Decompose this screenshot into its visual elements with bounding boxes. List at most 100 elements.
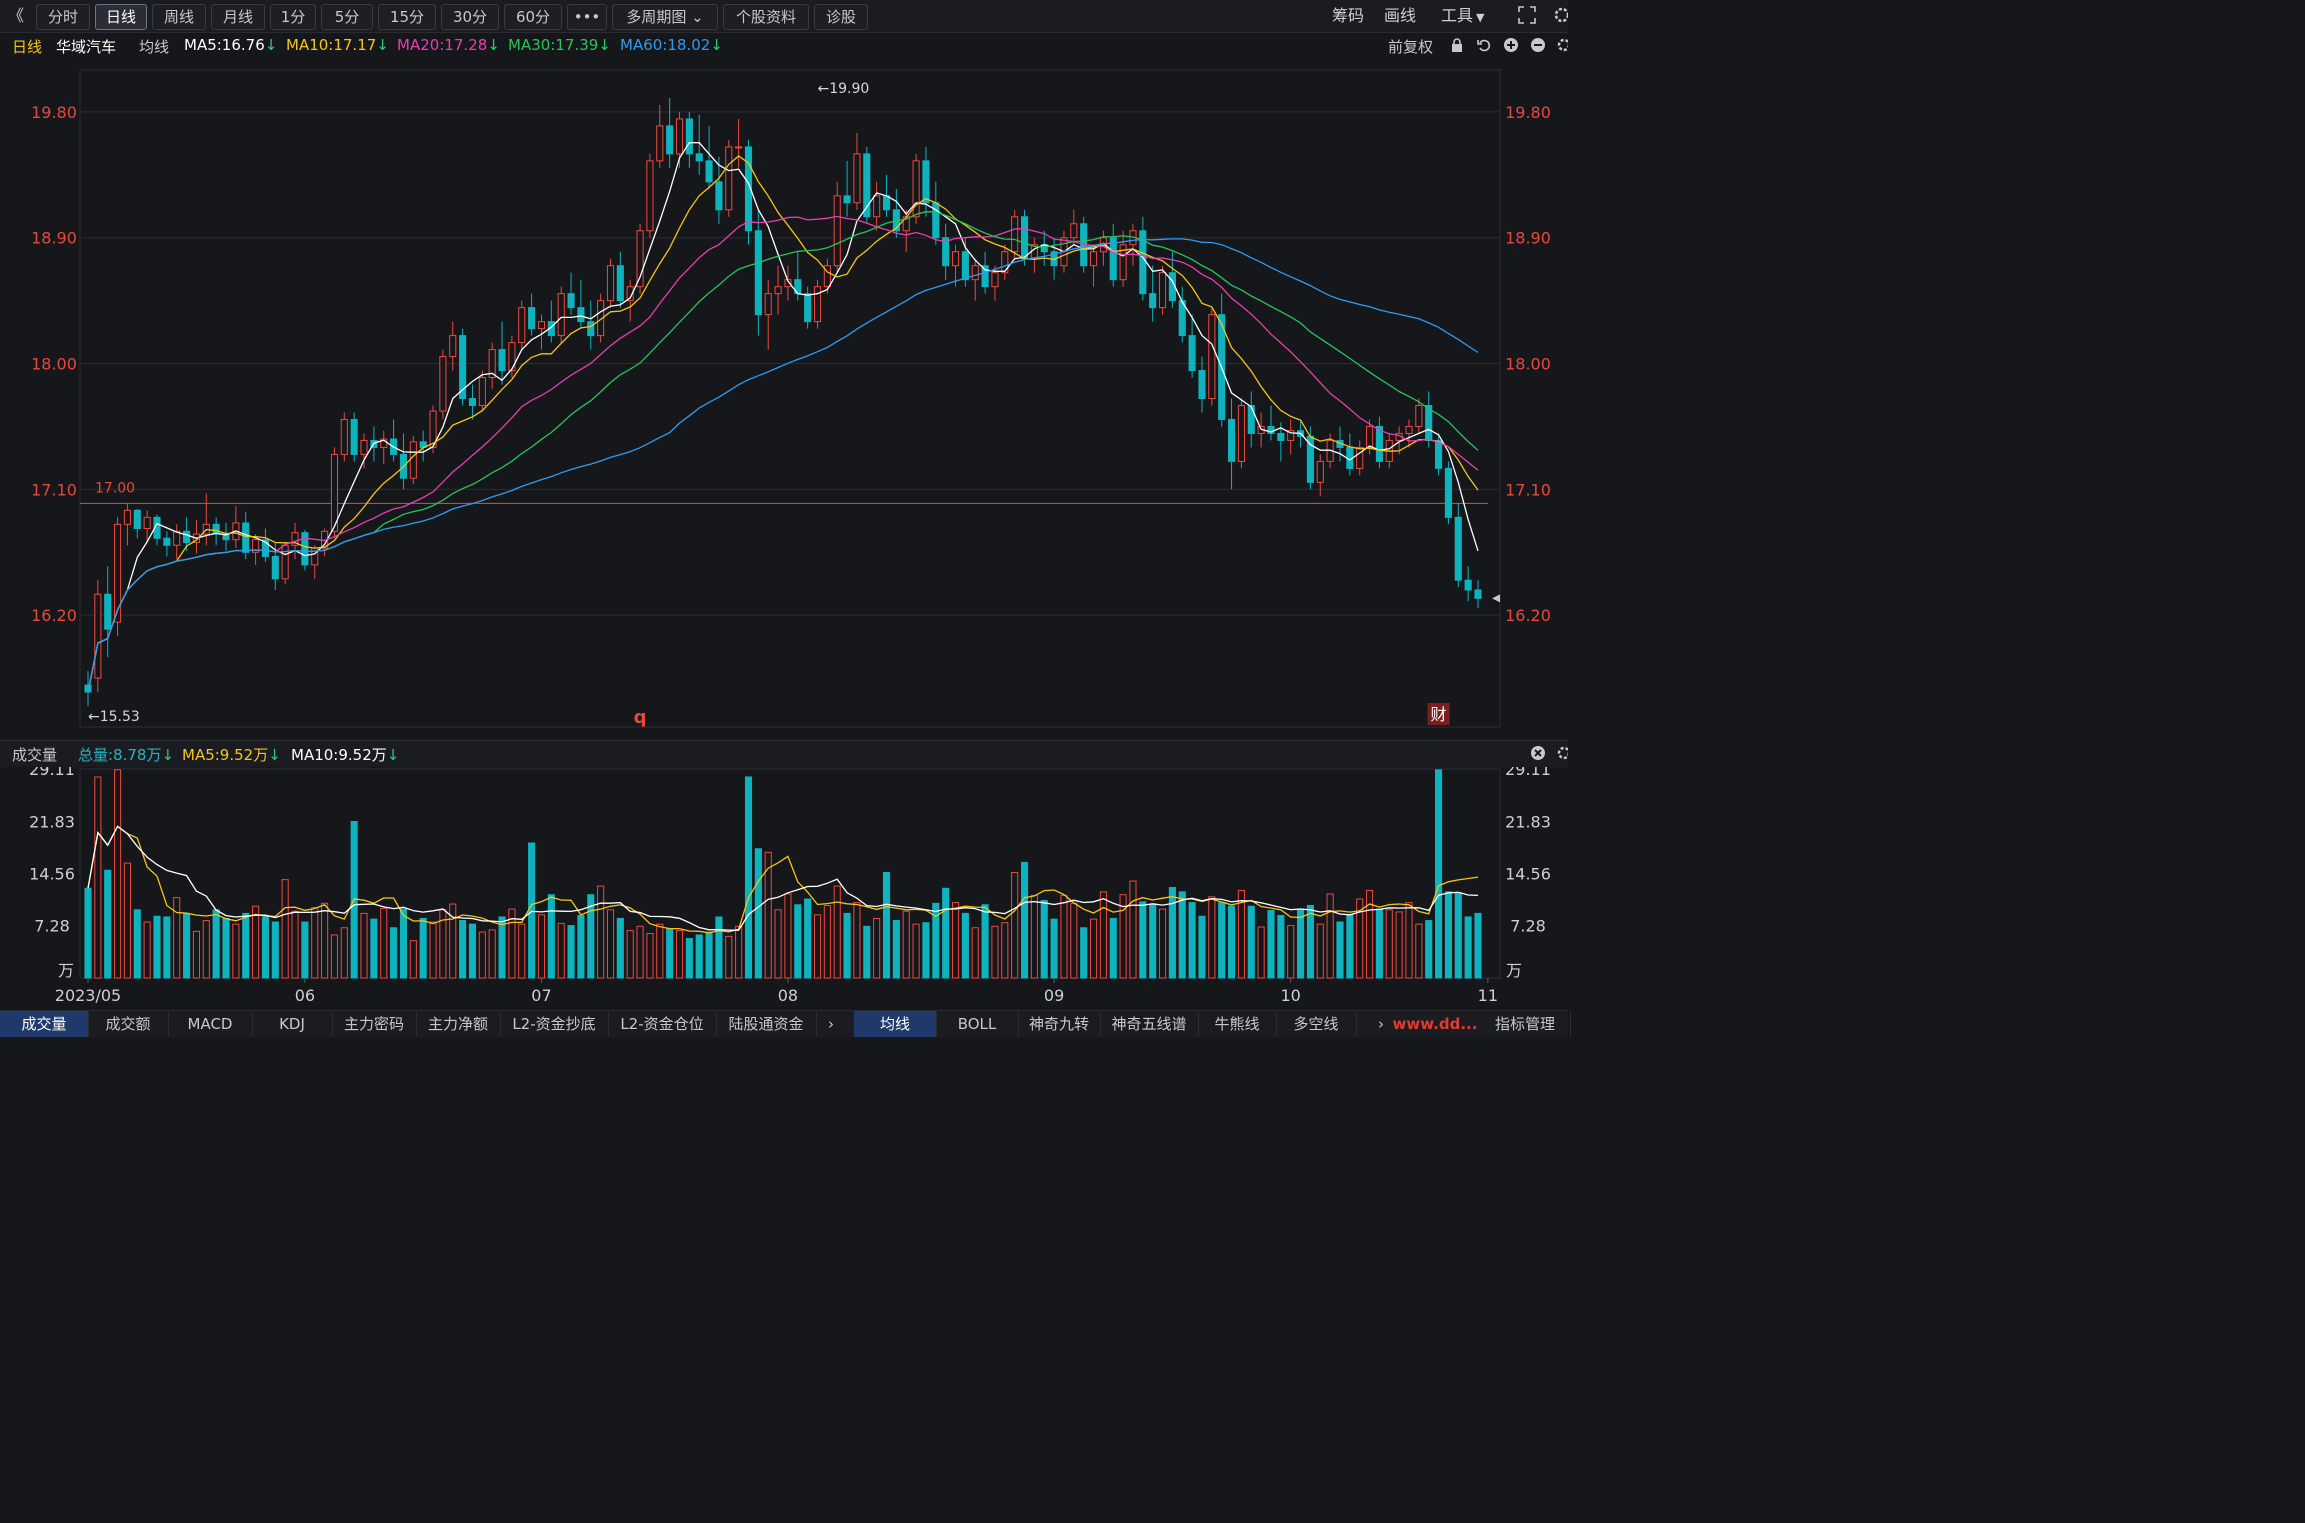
candle-body: [1464, 579, 1472, 591]
indicator-tab-0[interactable]: 成交量: [0, 1011, 89, 1037]
volume-legend-bar: 成交量 总量:8.78万↓ MA5:9.52万↓ MA10:9.52万↓: [0, 740, 1571, 767]
volume-bar: [902, 910, 910, 979]
settings-icon[interactable]: [1552, 4, 1570, 28]
ma-label[interactable]: 均线: [139, 38, 170, 56]
candle: [468, 384, 477, 420]
candle: [518, 300, 526, 350]
indicator-tab-5[interactable]: 主力净额: [416, 1011, 501, 1037]
volume-bar: [843, 912, 851, 979]
volume-bar: [1247, 905, 1255, 979]
indicator-tab-3[interactable]: KDJ: [252, 1011, 333, 1037]
period-button-6[interactable]: 15分: [378, 4, 436, 30]
indicator-tab-2[interactable]: MACD: [168, 1011, 253, 1037]
draw-line-button[interactable]: 画线: [1384, 6, 1417, 25]
ma-line-ma5: [87, 142, 1479, 693]
volume-tick-left: 21.83: [29, 812, 75, 831]
period-button-4[interactable]: 1分: [270, 4, 316, 30]
candle-body: [754, 230, 762, 316]
candle: [1001, 244, 1009, 280]
indicator-tab-7[interactable]: L2-资金仓位: [608, 1011, 717, 1037]
overlay-tab-2[interactable]: 神奇九转: [1018, 1011, 1101, 1037]
fullscreen-icon[interactable]: [1516, 4, 1538, 28]
candle-body: [1405, 425, 1413, 434]
volume-bar: [912, 923, 920, 979]
candle-body: [242, 522, 250, 553]
candlestick-chart[interactable]: 19.80 19.80 18.90 18.90 18.00 18.00 17.10 17.10…: [0, 60, 1568, 740]
period-button-1[interactable]: 日线: [95, 4, 147, 30]
adjust-mode-button[interactable]: 前复权: [1388, 38, 1434, 56]
volume-bar: [961, 912, 969, 979]
candle: [557, 286, 565, 343]
period-button-2[interactable]: 周线: [152, 4, 206, 30]
overlay-tab-6[interactable]: 指标管理: [1480, 1011, 1571, 1037]
indicator-tab-8[interactable]: 陆股通资金: [716, 1011, 817, 1037]
volume-chart[interactable]: 29.11 29.11 21.83 21.83 14.56 14.56 7.28 7.28 万 万…: [0, 767, 1568, 1010]
period-button-7[interactable]: 30分: [441, 4, 499, 30]
chip-distribution-button[interactable]: 筹码: [1332, 6, 1365, 25]
period-button-3[interactable]: 月线: [211, 4, 265, 30]
period-button-11[interactable]: 个股资料: [723, 4, 809, 30]
undo-icon[interactable]: [1476, 37, 1492, 57]
lock-icon[interactable]: [1449, 37, 1465, 57]
volume-bar: [537, 914, 546, 979]
period-button-10[interactable]: 多周期图 ⌄: [612, 4, 718, 30]
indicator-tab-6[interactable]: L2-资金抄底: [500, 1011, 609, 1037]
stock-name[interactable]: 华域汽车: [56, 38, 117, 56]
candle-body: [508, 342, 516, 372]
candle: [1425, 391, 1433, 448]
y-tick-label-right: 17.10: [1505, 480, 1551, 499]
period-button-0[interactable]: 分时: [36, 4, 90, 30]
volume-bar: [498, 916, 506, 979]
overlay-tab-1[interactable]: BOLL: [936, 1011, 1019, 1037]
volume-bar: [84, 887, 92, 979]
overlay-tab-0[interactable]: 均线: [854, 1011, 937, 1037]
volume-bar: [1395, 911, 1403, 979]
candle: [1139, 216, 1147, 301]
period-button-12[interactable]: 诊股: [814, 4, 868, 30]
volume-ma10: MA10:9.52万↓: [291, 744, 399, 765]
candle-body: [981, 265, 989, 288]
candle-body: [439, 356, 447, 412]
chevron-right-icon[interactable]: ›: [1378, 1015, 1384, 1033]
overlay-tab-3[interactable]: 神奇五线谱: [1100, 1011, 1199, 1037]
chevron-right-icon[interactable]: ›: [828, 1015, 834, 1033]
volume-bar: [567, 925, 575, 979]
volume-tick-right: 21.83: [1505, 812, 1551, 831]
zoom-out-icon[interactable]: [1530, 37, 1546, 57]
period-button-8[interactable]: 60分: [504, 4, 562, 30]
period-button-9[interactable]: •••: [567, 4, 607, 30]
zoom-in-icon[interactable]: [1503, 37, 1519, 57]
candle-body: [882, 195, 891, 211]
volume-bar: [94, 776, 102, 979]
candle-body: [271, 555, 279, 580]
overlay-tab-4[interactable]: 牛熊线: [1198, 1011, 1277, 1037]
collapse-left-icon[interactable]: 《: [8, 6, 25, 25]
ma5-text: MA5:16.76: [184, 36, 265, 54]
ma5-value: MA5:16.76↓: [184, 36, 277, 54]
indicator-tab-4[interactable]: 主力密码: [332, 1011, 417, 1037]
candle-body: [873, 195, 881, 218]
x-tick-label: 07: [531, 986, 551, 1005]
candle: [488, 342, 496, 389]
candle: [1129, 223, 1137, 266]
close-panel-icon[interactable]: [1530, 745, 1546, 765]
volume-panel-title[interactable]: 成交量: [12, 746, 58, 764]
candle: [577, 279, 585, 329]
y-tick-label-left: 19.80: [31, 103, 77, 122]
candle-body: [577, 307, 585, 323]
period-button-5[interactable]: 5分: [321, 4, 373, 30]
candle: [537, 314, 546, 350]
indicator-tab-1[interactable]: 成交额: [88, 1011, 169, 1037]
candle-body: [616, 265, 624, 302]
down-arrow-icon: ↓: [487, 36, 500, 54]
candle: [1149, 265, 1157, 322]
settings-icon[interactable]: [1556, 37, 1571, 57]
overlay-tab-5[interactable]: 多空线: [1276, 1011, 1357, 1037]
volume-bar: [1001, 922, 1009, 979]
volume-bar: [853, 902, 861, 979]
candle-body: [330, 453, 339, 532]
settings-icon[interactable]: [1556, 745, 1571, 765]
tools-menu-button[interactable]: 工具 ▼: [1441, 4, 1484, 28]
candle: [459, 328, 467, 406]
period-toolbar: 《 分时 日线 周线 月线 1分 5分 15分 30分 60分 ••• 多周期图 ⌄ 个股资料 诊股 筹…: [0, 0, 1570, 33]
